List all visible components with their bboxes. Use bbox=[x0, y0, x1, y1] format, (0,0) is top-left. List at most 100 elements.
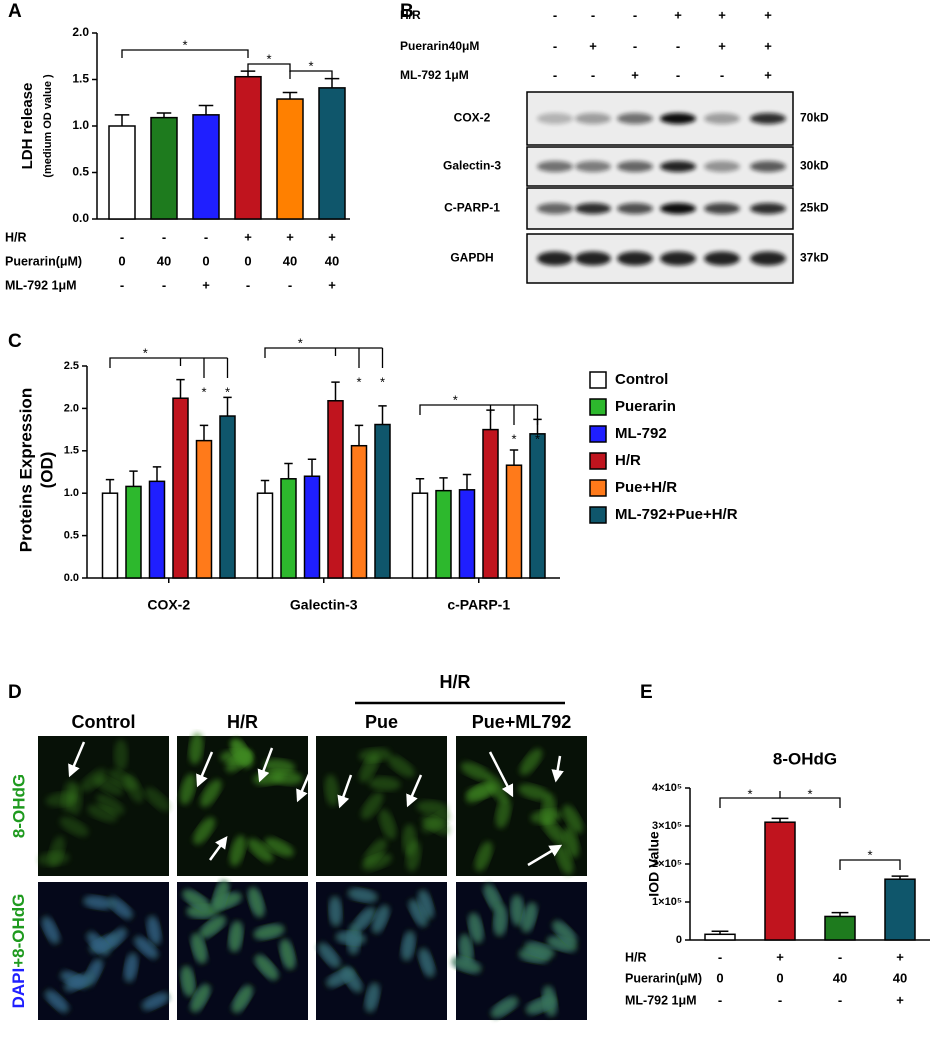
cell bbox=[82, 895, 114, 910]
y-axis-sublabel: (OD) bbox=[37, 452, 56, 489]
bar bbox=[276, 98, 304, 220]
arrow bbox=[296, 771, 312, 803]
y-tick-label: 1.0 bbox=[72, 118, 89, 132]
significance: * bbox=[807, 786, 812, 801]
treatment-label: H/R bbox=[400, 8, 421, 22]
treatment-value: + bbox=[764, 38, 772, 53]
bar bbox=[234, 75, 262, 220]
condition-value: - bbox=[162, 229, 166, 244]
condition-value: - bbox=[246, 277, 250, 292]
cell bbox=[521, 901, 538, 933]
error-bar bbox=[307, 458, 317, 477]
bar bbox=[505, 464, 523, 579]
column-label: Pue bbox=[365, 712, 398, 732]
bracket bbox=[247, 63, 291, 72]
bar bbox=[280, 478, 297, 579]
y-axis-label: LDH release bbox=[19, 83, 36, 170]
cell bbox=[190, 983, 211, 1013]
cell bbox=[460, 762, 491, 781]
legend-swatch bbox=[589, 506, 607, 524]
blot-band bbox=[660, 203, 696, 214]
legend-label: ML-792 bbox=[615, 425, 667, 442]
cell bbox=[229, 835, 246, 867]
cell bbox=[387, 755, 415, 778]
blot-band bbox=[660, 161, 696, 172]
condition-value: 0 bbox=[776, 970, 783, 985]
blot-band bbox=[575, 161, 611, 172]
cell bbox=[493, 904, 508, 937]
y-tick-label: 2.0 bbox=[72, 25, 89, 39]
cell bbox=[253, 924, 285, 940]
panel-label: B bbox=[400, 1, 414, 22]
group-label: H/R bbox=[440, 672, 471, 692]
bar bbox=[195, 439, 213, 579]
cell bbox=[107, 896, 134, 920]
protein-label: Galectin-3 bbox=[443, 159, 501, 173]
condition-label: Puerarin(μM) bbox=[5, 254, 82, 268]
cell bbox=[371, 904, 390, 935]
condition-value: 40 bbox=[283, 253, 297, 268]
y-axis-label: Proteins Expression bbox=[16, 388, 35, 552]
treatment-value: - bbox=[591, 7, 595, 22]
significance: * bbox=[867, 847, 872, 862]
bar bbox=[482, 428, 499, 579]
blot-band bbox=[537, 113, 573, 124]
condition-value: + bbox=[244, 229, 252, 244]
error-bar bbox=[486, 409, 495, 430]
bar bbox=[435, 489, 452, 579]
cell bbox=[264, 837, 294, 857]
cell bbox=[519, 748, 543, 776]
y-axis-label: IOD Value bbox=[646, 831, 662, 897]
treatment-value: + bbox=[674, 7, 682, 22]
arrow bbox=[337, 774, 353, 809]
blot-band bbox=[617, 203, 653, 214]
condition-value: - bbox=[162, 277, 166, 292]
cell bbox=[451, 956, 482, 974]
legend-swatch bbox=[589, 479, 607, 497]
bar bbox=[458, 489, 476, 579]
error-bar bbox=[282, 91, 298, 100]
bracket bbox=[264, 347, 384, 368]
bar bbox=[101, 492, 119, 579]
cell bbox=[96, 794, 125, 815]
protein-size: 70kD bbox=[800, 111, 829, 125]
y-tick-label: 2×10⁵ bbox=[652, 858, 682, 870]
arrow bbox=[257, 747, 274, 783]
legend-swatch bbox=[589, 398, 607, 416]
blot-band bbox=[537, 251, 573, 266]
significance: * bbox=[201, 384, 206, 399]
bracket bbox=[719, 791, 841, 808]
cell bbox=[352, 906, 377, 933]
significance: * bbox=[225, 384, 230, 399]
error-bar bbox=[415, 478, 425, 494]
row-label: DAPI+8-OHdG bbox=[9, 894, 28, 1009]
condition-value: + bbox=[286, 229, 294, 244]
error-bar bbox=[105, 478, 115, 494]
cell bbox=[402, 823, 417, 856]
treatment-value: + bbox=[631, 67, 639, 82]
column-label: Control bbox=[72, 712, 136, 732]
treatment-value: - bbox=[553, 38, 557, 53]
cell bbox=[334, 930, 367, 946]
blot-band bbox=[704, 251, 740, 266]
y-tick-label: 1.5 bbox=[72, 72, 89, 86]
x-tick-label: Galectin-3 bbox=[290, 597, 358, 613]
treatment-value: - bbox=[553, 7, 557, 22]
column-label: H/R bbox=[227, 712, 258, 732]
cell bbox=[510, 894, 525, 927]
condition-label: H/R bbox=[625, 950, 647, 964]
cell bbox=[231, 738, 251, 769]
cell bbox=[518, 784, 550, 801]
cell bbox=[416, 800, 449, 815]
significance: * bbox=[453, 392, 458, 407]
legend-swatch bbox=[589, 425, 607, 443]
cell bbox=[86, 931, 111, 957]
cell bbox=[182, 889, 211, 911]
blot-band bbox=[704, 113, 740, 124]
blot-band bbox=[750, 113, 786, 124]
condition-value: - bbox=[288, 277, 292, 292]
cell bbox=[200, 779, 222, 808]
x-tick-label: c-PARP-1 bbox=[447, 597, 510, 613]
significance: * bbox=[266, 51, 271, 66]
cell bbox=[247, 838, 274, 863]
